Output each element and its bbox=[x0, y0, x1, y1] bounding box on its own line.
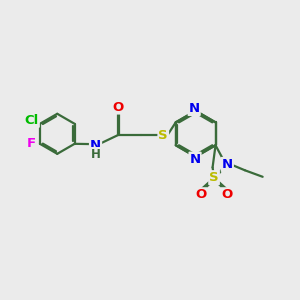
Text: N: N bbox=[90, 139, 101, 152]
Text: N: N bbox=[189, 102, 200, 115]
Text: Cl: Cl bbox=[25, 114, 39, 127]
Text: S: S bbox=[209, 171, 219, 184]
Text: N: N bbox=[190, 153, 201, 166]
Text: N: N bbox=[222, 158, 233, 171]
Text: H: H bbox=[91, 148, 100, 161]
Text: O: O bbox=[196, 188, 207, 201]
Text: F: F bbox=[27, 137, 36, 150]
Text: O: O bbox=[221, 188, 233, 201]
Text: S: S bbox=[158, 129, 168, 142]
Text: O: O bbox=[112, 100, 123, 113]
